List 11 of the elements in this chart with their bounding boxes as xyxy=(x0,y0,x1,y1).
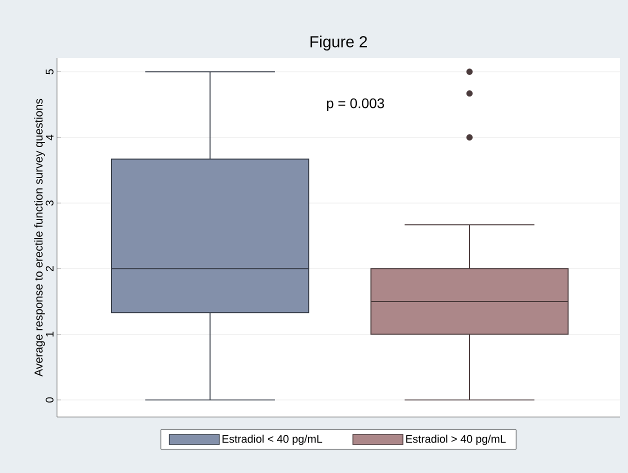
y-tick-label: 1 xyxy=(46,332,54,337)
y-tick-label: 5 xyxy=(46,69,54,74)
y-axis-title: Average response to erectile function survey questions xyxy=(34,98,45,377)
y-tick-label: 0 xyxy=(46,397,54,403)
y-tick-label: 2 xyxy=(46,266,54,272)
legend-label: Estradiol < 40 pg/mL xyxy=(222,434,322,445)
y-tick-label: 4 xyxy=(46,134,54,140)
legend-label: Estradiol > 40 pg/mL xyxy=(406,434,506,445)
annotation: p = 0.003 xyxy=(327,98,384,111)
chart-title: Figure 2 xyxy=(310,36,367,50)
y-tick-label: 3 xyxy=(46,200,54,206)
